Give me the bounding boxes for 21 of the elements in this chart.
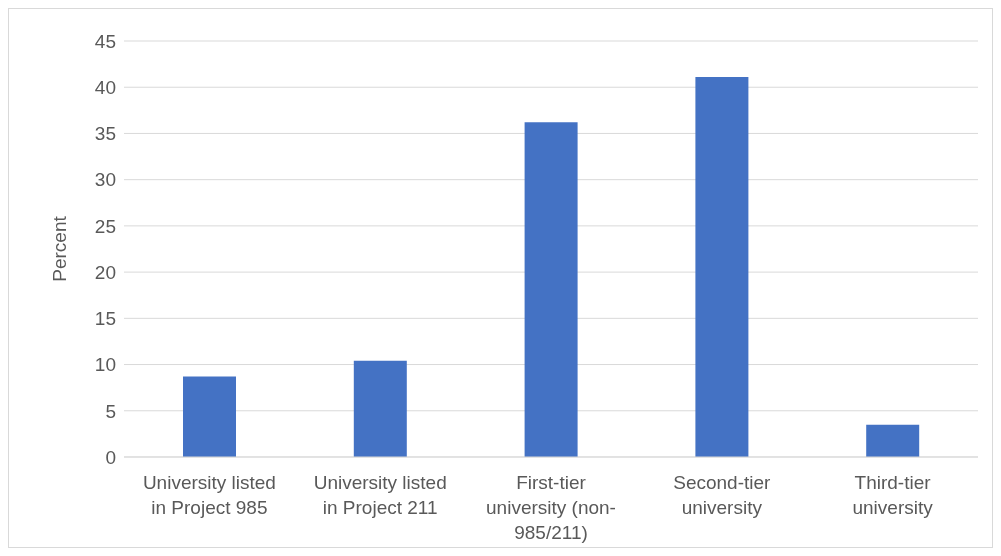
- y-tick-label: 45: [94, 30, 116, 52]
- x-tick-label: Second-tier university: [673, 472, 772, 518]
- y-tick-label: 30: [94, 169, 116, 191]
- y-tick-label: 10: [94, 354, 116, 376]
- bar: [866, 424, 920, 457]
- y-tick-label: 40: [94, 76, 116, 98]
- y-tick-label: 25: [94, 215, 116, 237]
- y-tick-label: 20: [94, 261, 116, 283]
- bar: [353, 360, 407, 457]
- x-tick-label: University listed in Project 211: [313, 472, 447, 518]
- bar: [183, 376, 236, 457]
- y-tick-label: 15: [94, 308, 116, 330]
- x-tick-label: First-tier university (non-985/211): [486, 472, 616, 543]
- y-axis-title: Percent: [48, 215, 70, 282]
- y-tick-label: 0: [105, 446, 116, 468]
- bar: [524, 122, 578, 457]
- y-tick-label: 5: [105, 400, 116, 422]
- x-tick-label: University listed in Project 985: [142, 472, 276, 518]
- y-tick-label: 35: [94, 123, 116, 145]
- x-tick-label: Third-tier university: [852, 472, 934, 518]
- bar: [695, 77, 749, 457]
